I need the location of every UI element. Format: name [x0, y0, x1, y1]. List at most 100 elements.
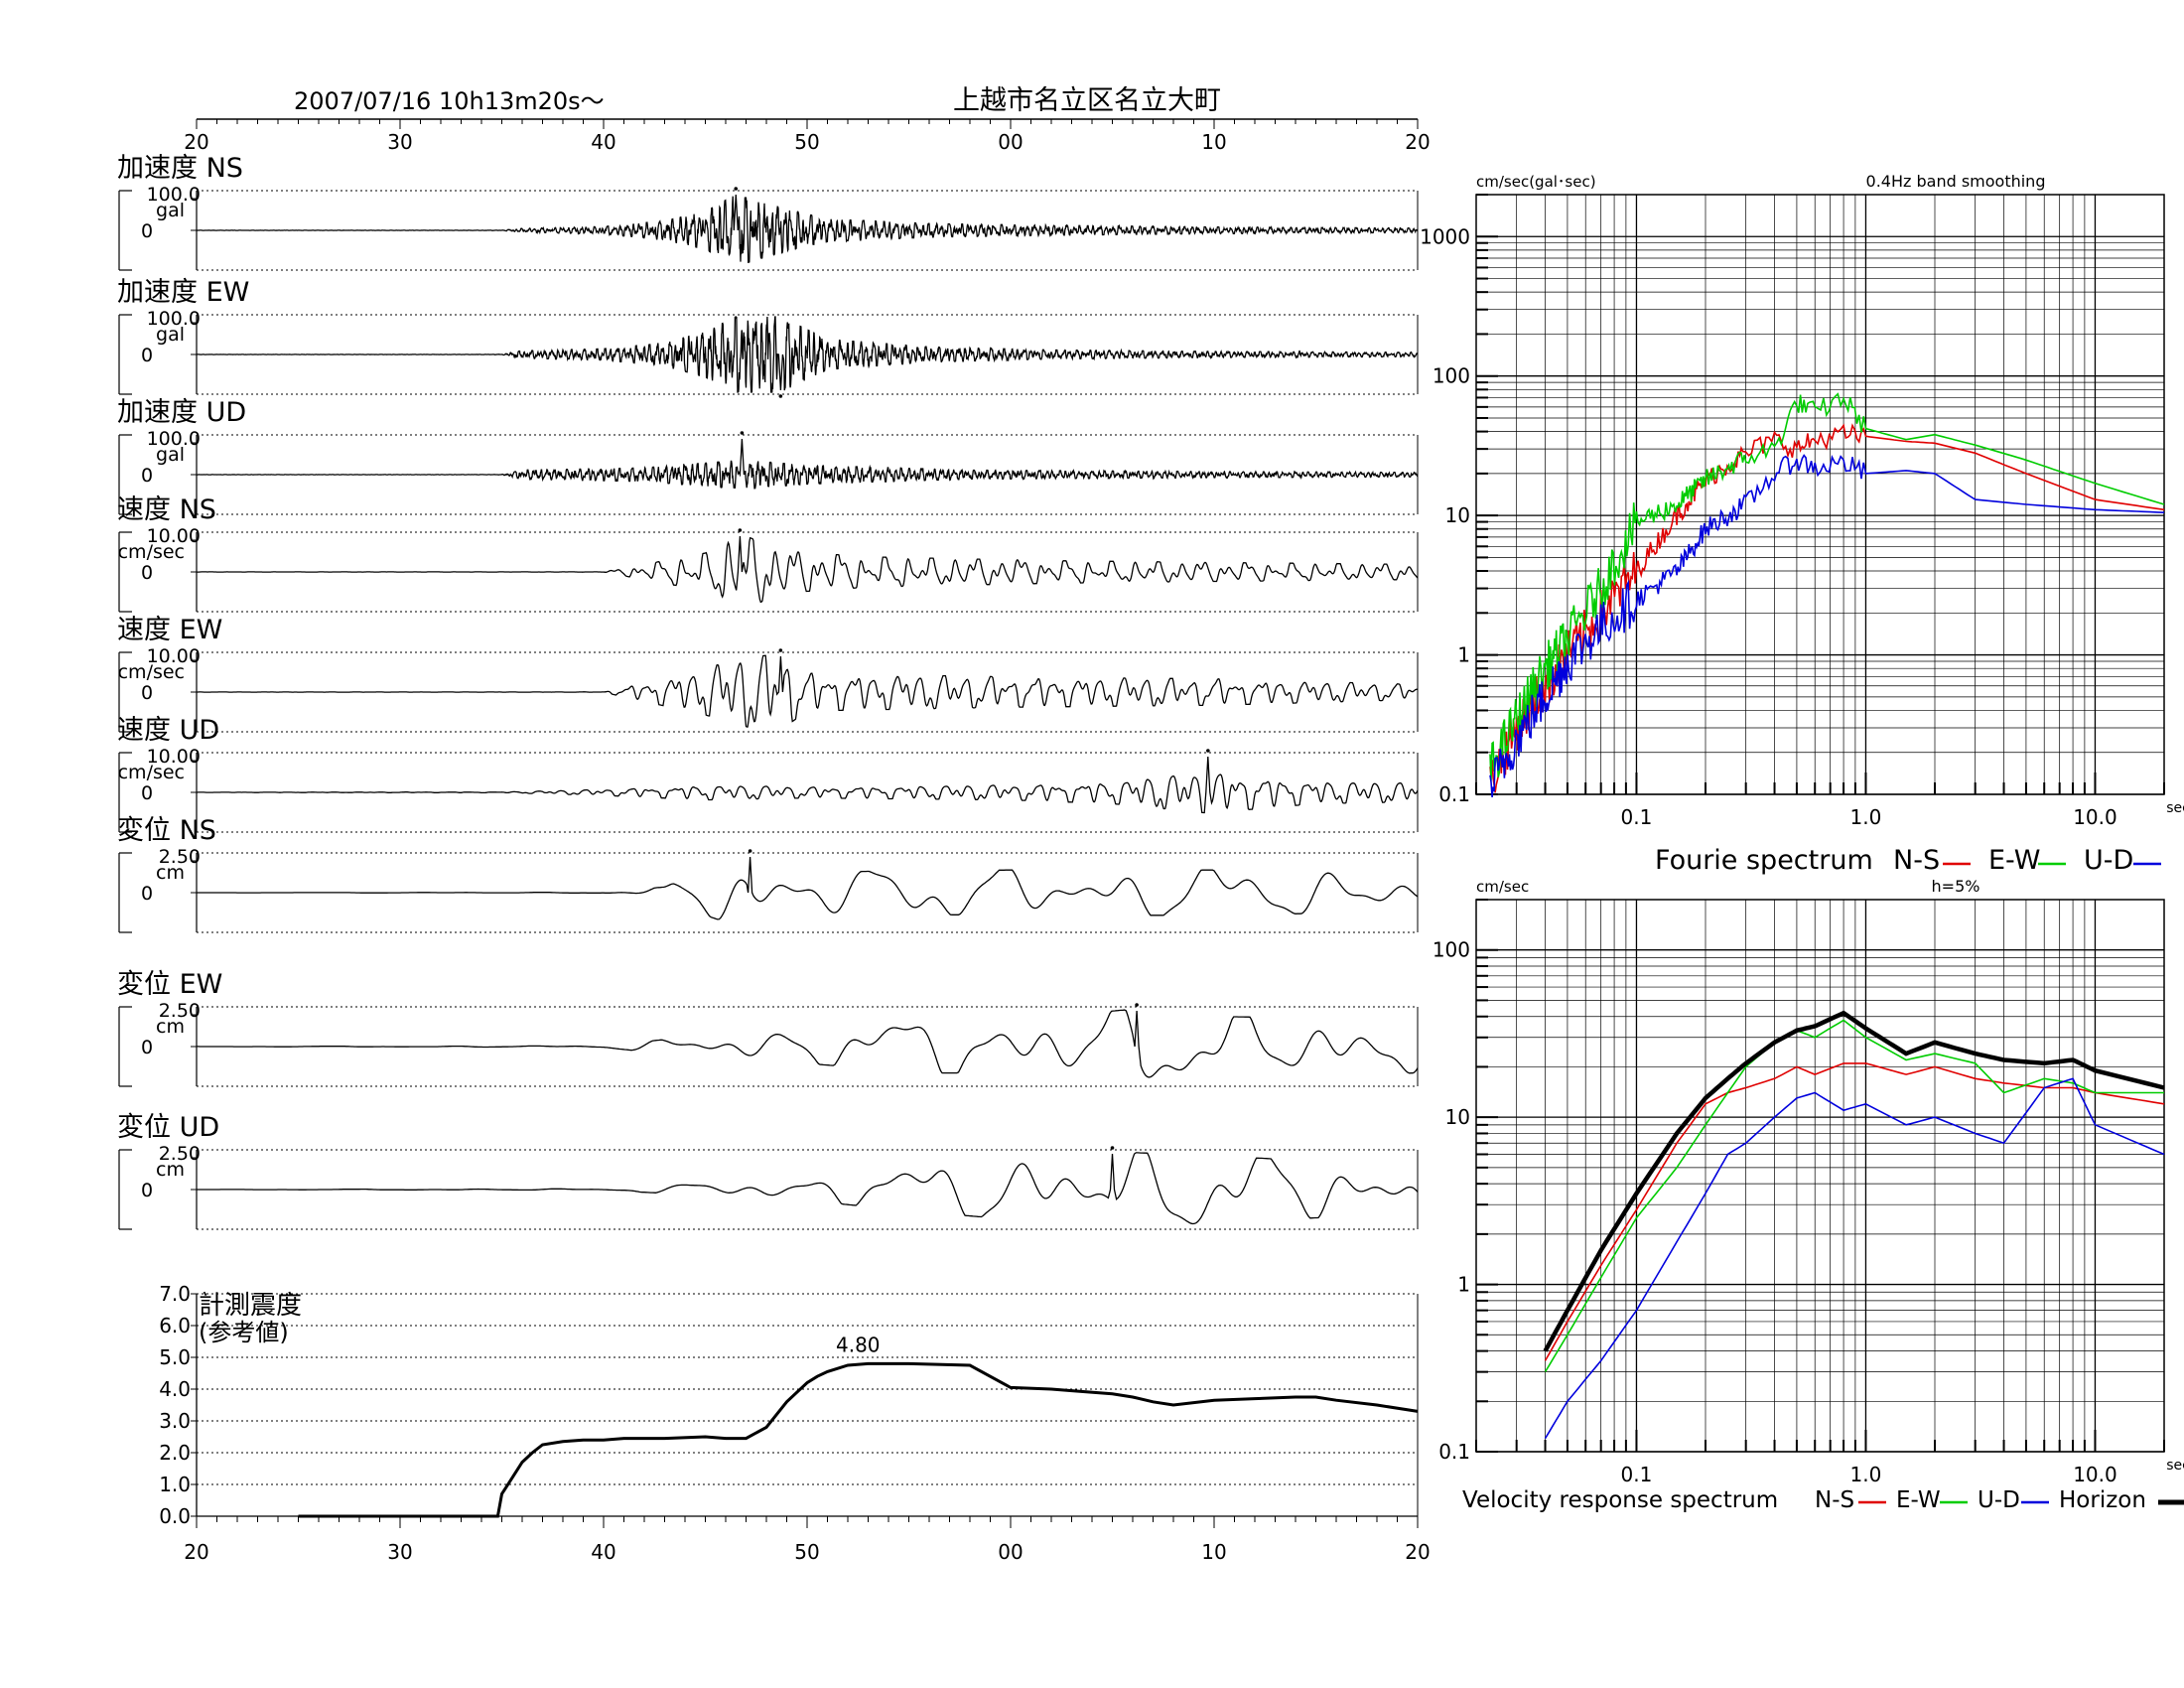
panel-zero-label: 0: [141, 345, 153, 366]
plot-title: Velocity response spectrum: [1462, 1487, 1778, 1513]
x-tick-label: 0.1: [1621, 805, 1653, 829]
plot-note: h=5%: [1932, 877, 1980, 896]
legend-series-label: E-W: [1896, 1487, 1941, 1513]
panel-title: 速度 UD: [117, 715, 219, 746]
intensity-x-tick-label: 20: [184, 1540, 208, 1564]
y-tick-label: 100: [1433, 938, 1470, 962]
panel-unit: gal: [156, 324, 185, 346]
waveform-trace: [197, 194, 1419, 264]
panel-scale-value: 2.50: [159, 846, 201, 868]
intensity-y-tick-label: 0.0: [159, 1504, 191, 1528]
panel-zero-label: 0: [141, 562, 153, 584]
top-axis-tick-label: 00: [998, 130, 1023, 154]
peak-marker: [748, 849, 752, 853]
intensity-x-tick-label: 00: [998, 1540, 1023, 1564]
intensity-subtitle: (参考値): [199, 1319, 289, 1346]
panel-unit: cm: [156, 1159, 185, 1181]
fourier-spectrum-plot: 0.1 1.0 10.0 1000 100 10 1 0.1 cm/sec(gal･sec) se…: [1420, 172, 2184, 876]
y-tick-label: 0.1: [1438, 782, 1470, 806]
waveform-trace: [197, 756, 1419, 814]
panel-title: 速度 NS: [117, 494, 216, 525]
legend-series-label: U-D: [1978, 1487, 2020, 1513]
waveform-trace: [197, 535, 1419, 604]
panel-unit: cm/sec: [118, 541, 185, 563]
waveform-trace: [197, 1152, 1419, 1225]
top-axis-tick-label: 40: [591, 130, 615, 154]
intensity-peak-label: 4.80: [836, 1333, 881, 1356]
waveform-trace: [197, 654, 1419, 728]
panel-scale-value: 2.50: [159, 1000, 201, 1022]
legend-series-label: E-W: [1988, 845, 2040, 876]
intensity-y-tick-label: 7.0: [159, 1282, 191, 1306]
waveform-trace: [197, 1009, 1419, 1078]
panel-unit: cm/sec: [118, 661, 185, 683]
intensity-x-tick-label: 10: [1201, 1540, 1226, 1564]
plot-frame: [1475, 899, 2165, 1453]
x-tick-label: 0.1: [1621, 1463, 1653, 1486]
peak-marker: [740, 431, 745, 435]
legend-series-label: N-S: [1815, 1487, 1854, 1513]
panel-scale-value: 100.0: [147, 184, 201, 206]
y-tick-label: 1000: [1420, 224, 1470, 248]
panel-zero-label: 0: [141, 782, 153, 804]
panel-scale-value: 2.50: [159, 1143, 201, 1165]
intensity-trace: [298, 1361, 1419, 1518]
peak-marker: [734, 187, 739, 191]
series-horizon-line: [1543, 1010, 2165, 1352]
y-tick-label: 1: [1457, 643, 1470, 667]
x-axis-unit: sec: [2166, 800, 2184, 816]
y-axis-unit: cm/sec: [1476, 878, 1529, 896]
top-axis-tick-label: 20: [184, 130, 208, 154]
peak-marker: [1110, 1146, 1115, 1150]
peak-marker: [778, 648, 783, 652]
panel-unit: cm: [156, 1016, 185, 1038]
panel-title: 変位 NS: [117, 815, 216, 846]
intensity-y-tick-label: 5.0: [159, 1345, 191, 1369]
series-n-s-line: [1489, 423, 2165, 793]
seismic-intensity-plot: 7.0 6.0 5.0 4.0 3.0 2.0 1.0 0.0 20 30 40 50 00 10 20 計測…: [159, 1282, 1431, 1564]
panel-scale-value: 100.0: [147, 308, 201, 330]
top-axis-tick-label: 10: [1201, 130, 1226, 154]
legend-series-label: U-D: [2084, 845, 2133, 876]
panel-zero-label: 0: [141, 883, 153, 905]
series-e-w-line: [1544, 1019, 2164, 1373]
y-tick-label: 100: [1433, 364, 1470, 388]
panel-scale-value: 10.00: [147, 525, 201, 547]
panel-unit: cm: [156, 862, 185, 884]
panel-zero-label: 0: [141, 1180, 153, 1201]
panel-zero-label: 0: [141, 220, 153, 242]
panel-scale-value: 10.00: [147, 746, 201, 768]
panel-zero-label: 0: [141, 682, 153, 704]
y-tick-label: 1: [1457, 1273, 1470, 1297]
panel-title: 加速度 NS: [117, 153, 243, 184]
plot-note: 0.4Hz band smoothing: [1866, 172, 2046, 191]
panel-scale-value: 10.00: [147, 645, 201, 667]
x-tick-label: 10.0: [2073, 805, 2117, 829]
panel-scale-value: 100.0: [147, 428, 201, 450]
intensity-y-tick-label: 2.0: [159, 1441, 191, 1465]
series-e-w-line: [1489, 392, 2165, 781]
y-axis-unit: cm/sec(gal･sec): [1476, 173, 1596, 191]
legend-series-label: N-S: [1893, 845, 1940, 876]
record-datetime: 2007/07/16 10h13m20s～: [294, 87, 605, 115]
top-axis-tick-label: 50: [794, 130, 819, 154]
panel-title: 変位 EW: [117, 969, 222, 1000]
x-axis-unit: sec: [2166, 1458, 2184, 1474]
peak-marker: [738, 528, 743, 532]
panel-title: 加速度 EW: [117, 277, 249, 308]
panel-zero-label: 0: [141, 465, 153, 487]
intensity-y-tick-label: 3.0: [159, 1409, 191, 1433]
panel-unit: gal: [156, 200, 185, 221]
plot-title: Fourie spectrum: [1655, 845, 1873, 876]
peak-marker: [1206, 749, 1210, 753]
peak-marker: [778, 394, 783, 398]
legend: Fourie spectrum N-S E-W U-D: [1655, 845, 2161, 876]
